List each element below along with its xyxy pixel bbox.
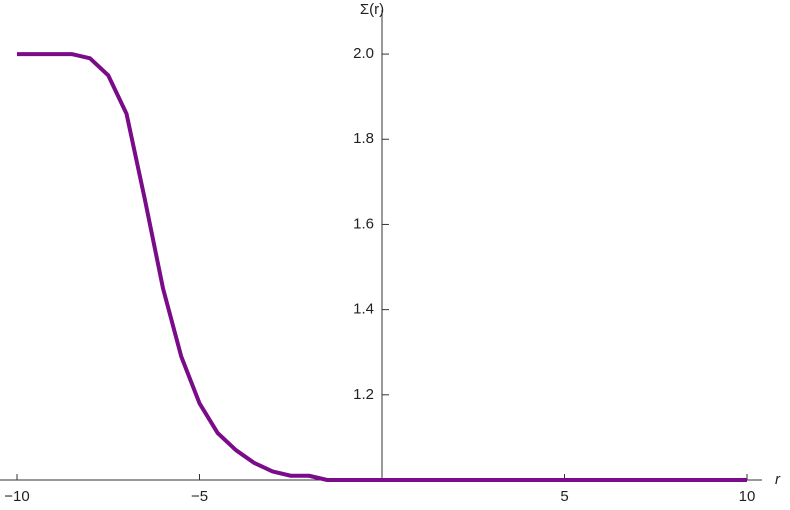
x-tick-label: 10	[739, 488, 756, 505]
y-tick-label: 1.2	[353, 386, 374, 403]
x-axis-label: r	[775, 471, 781, 488]
y-axis-label: Σ(r)	[360, 1, 384, 18]
y-tick-label: 1.6	[353, 215, 374, 232]
x-tick-label: −10	[4, 488, 29, 505]
line-series	[17, 52, 747, 482]
x-tick-label: −5	[191, 488, 208, 505]
y-tick-label: 2.0	[353, 45, 374, 62]
y-tick-label: 1.8	[353, 130, 374, 147]
y-tick-label: 1.4	[353, 301, 374, 318]
x-tick-label: 5	[560, 488, 568, 505]
